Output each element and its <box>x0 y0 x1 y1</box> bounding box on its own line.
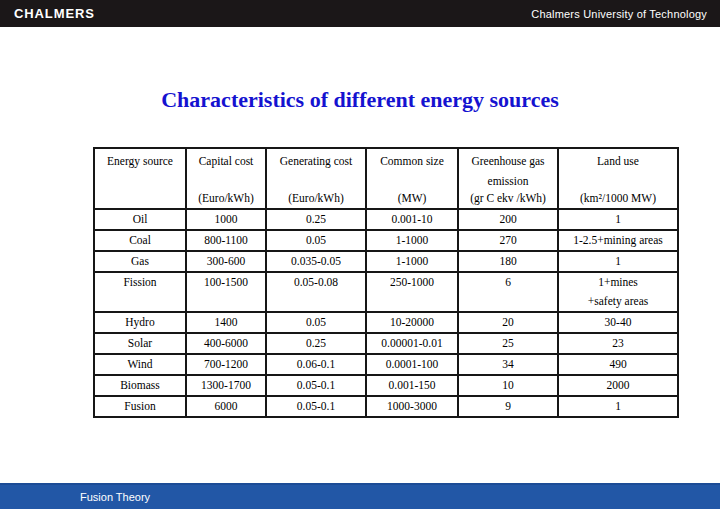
column-title: Common size <box>368 151 456 171</box>
table-cell: 270 <box>458 230 558 251</box>
chalmers-logo: CHALMERS <box>14 6 95 21</box>
table-cell: 1-2.5+mining areas <box>558 230 678 251</box>
table-cell: 23 <box>558 333 678 354</box>
table-cell: 1 <box>558 209 678 230</box>
table-cell: 34 <box>458 354 558 375</box>
table-cell: 30-40 <box>558 312 678 333</box>
table-cell: 1300-1700 <box>186 375 266 396</box>
energy-source-cell: Gas <box>94 251 186 272</box>
table-row: Fusion60000.05-0.11000-300091 <box>94 396 678 417</box>
table-cell: 10-20000 <box>366 312 458 333</box>
top-bar: CHALMERS Chalmers University of Technolo… <box>0 0 720 27</box>
column-header: Generating cost (Euro/kWh) <box>266 148 366 209</box>
energy-source-cell: Hydro <box>94 312 186 333</box>
table-cell: 2000 <box>558 375 678 396</box>
table-cell: 1-1000 <box>366 230 458 251</box>
table-cell: 10 <box>458 375 558 396</box>
table-cell: 1400 <box>186 312 266 333</box>
footer-bar: Fusion Theory <box>0 483 720 509</box>
table-cell: 1+mines +safety areas <box>558 272 678 312</box>
column-title: Capital cost <box>188 151 264 171</box>
column-header: Capital cost (Euro/kWh) <box>186 148 266 209</box>
table-cell: 0.05-0.08 <box>266 272 366 312</box>
table-cell: 6000 <box>186 396 266 417</box>
table-cell: 180 <box>458 251 558 272</box>
table-cell: 200 <box>458 209 558 230</box>
column-unit: (gr C ekv /kWh) <box>460 191 556 206</box>
table-cell: 0.05 <box>266 312 366 333</box>
table-cell: 0.05-0.1 <box>266 375 366 396</box>
table-row: Fission100-15000.05-0.08250-100061+mines… <box>94 272 678 312</box>
energy-source-cell: Wind <box>94 354 186 375</box>
table-cell: 9 <box>458 396 558 417</box>
slide-title: Characteristics of different energy sour… <box>0 87 720 113</box>
table-cell: 0.25 <box>266 209 366 230</box>
energy-source-cell: Fusion <box>94 396 186 417</box>
column-unit: (km²/1000 MW) <box>560 191 676 206</box>
energy-table: Energy sourceCapital cost(Euro/kWh)Gener… <box>93 147 679 418</box>
table-cell: 0.001-150 <box>366 375 458 396</box>
table-cell: 0.25 <box>266 333 366 354</box>
table-cell: 1 <box>558 251 678 272</box>
column-header: Common size (MW) <box>366 148 458 209</box>
table-cell: 0.06-0.1 <box>266 354 366 375</box>
table-row: Wind700-12000.06-0.10.0001-10034490 <box>94 354 678 375</box>
column-header: Greenhouse gas emission(gr C ekv /kWh) <box>458 148 558 209</box>
table-cell: 700-1200 <box>186 354 266 375</box>
table-cell: 0.001-10 <box>366 209 458 230</box>
table-cell: 6 <box>458 272 558 312</box>
energy-source-cell: Biomass <box>94 375 186 396</box>
column-unit: (Euro/kWh) <box>188 191 264 206</box>
table-cell: 0.05-0.1 <box>266 396 366 417</box>
table-cell: 25 <box>458 333 558 354</box>
table-row: Biomass1300-17000.05-0.10.001-150102000 <box>94 375 678 396</box>
table-row: Solar400-60000.250.00001-0.012523 <box>94 333 678 354</box>
table-row: Hydro14000.0510-200002030-40 <box>94 312 678 333</box>
table-head: Energy sourceCapital cost(Euro/kWh)Gener… <box>94 148 678 209</box>
column-title: Generating cost <box>268 151 364 171</box>
table-cell: 20 <box>458 312 558 333</box>
table-cell: 300-600 <box>186 251 266 272</box>
column-title: Land use <box>560 151 676 171</box>
table-cell: 1000-3000 <box>366 396 458 417</box>
table-cell: 1 <box>558 396 678 417</box>
footer-label: Fusion Theory <box>80 491 150 503</box>
energy-source-cell: Coal <box>94 230 186 251</box>
table-row: Oil10000.250.001-102001 <box>94 209 678 230</box>
table-cell: 400-6000 <box>186 333 266 354</box>
table-cell: 1000 <box>186 209 266 230</box>
table-cell: 250-1000 <box>366 272 458 312</box>
table-cell: 0.0001-100 <box>366 354 458 375</box>
energy-source-cell: Oil <box>94 209 186 230</box>
table-cell: 0.05 <box>266 230 366 251</box>
table-row: Gas300-6000.035-0.051-10001801 <box>94 251 678 272</box>
table-cell: 100-1500 <box>186 272 266 312</box>
column-header: Energy source <box>94 148 186 209</box>
table-body: Oil10000.250.001-102001Coal800-11000.051… <box>94 209 678 417</box>
energy-source-cell: Fission <box>94 272 186 312</box>
column-header: Land use (km²/1000 MW) <box>558 148 678 209</box>
column-unit: (MW) <box>368 191 456 206</box>
table-cell: 1-1000 <box>366 251 458 272</box>
column-unit: (Euro/kWh) <box>268 191 364 206</box>
table-cell: 0.00001-0.01 <box>366 333 458 354</box>
table-cell: 800-1100 <box>186 230 266 251</box>
table-cell: 0.035-0.05 <box>266 251 366 272</box>
table-cell: 490 <box>558 354 678 375</box>
column-title: Greenhouse gas emission <box>460 151 556 191</box>
header-row: Energy sourceCapital cost(Euro/kWh)Gener… <box>94 148 678 209</box>
column-title: Energy source <box>96 151 184 171</box>
table-row: Coal800-11000.051-10002701-2.5+mining ar… <box>94 230 678 251</box>
university-name: Chalmers University of Technology <box>531 8 707 20</box>
slide: CHALMERS Chalmers University of Technolo… <box>0 0 720 509</box>
energy-source-cell: Solar <box>94 333 186 354</box>
